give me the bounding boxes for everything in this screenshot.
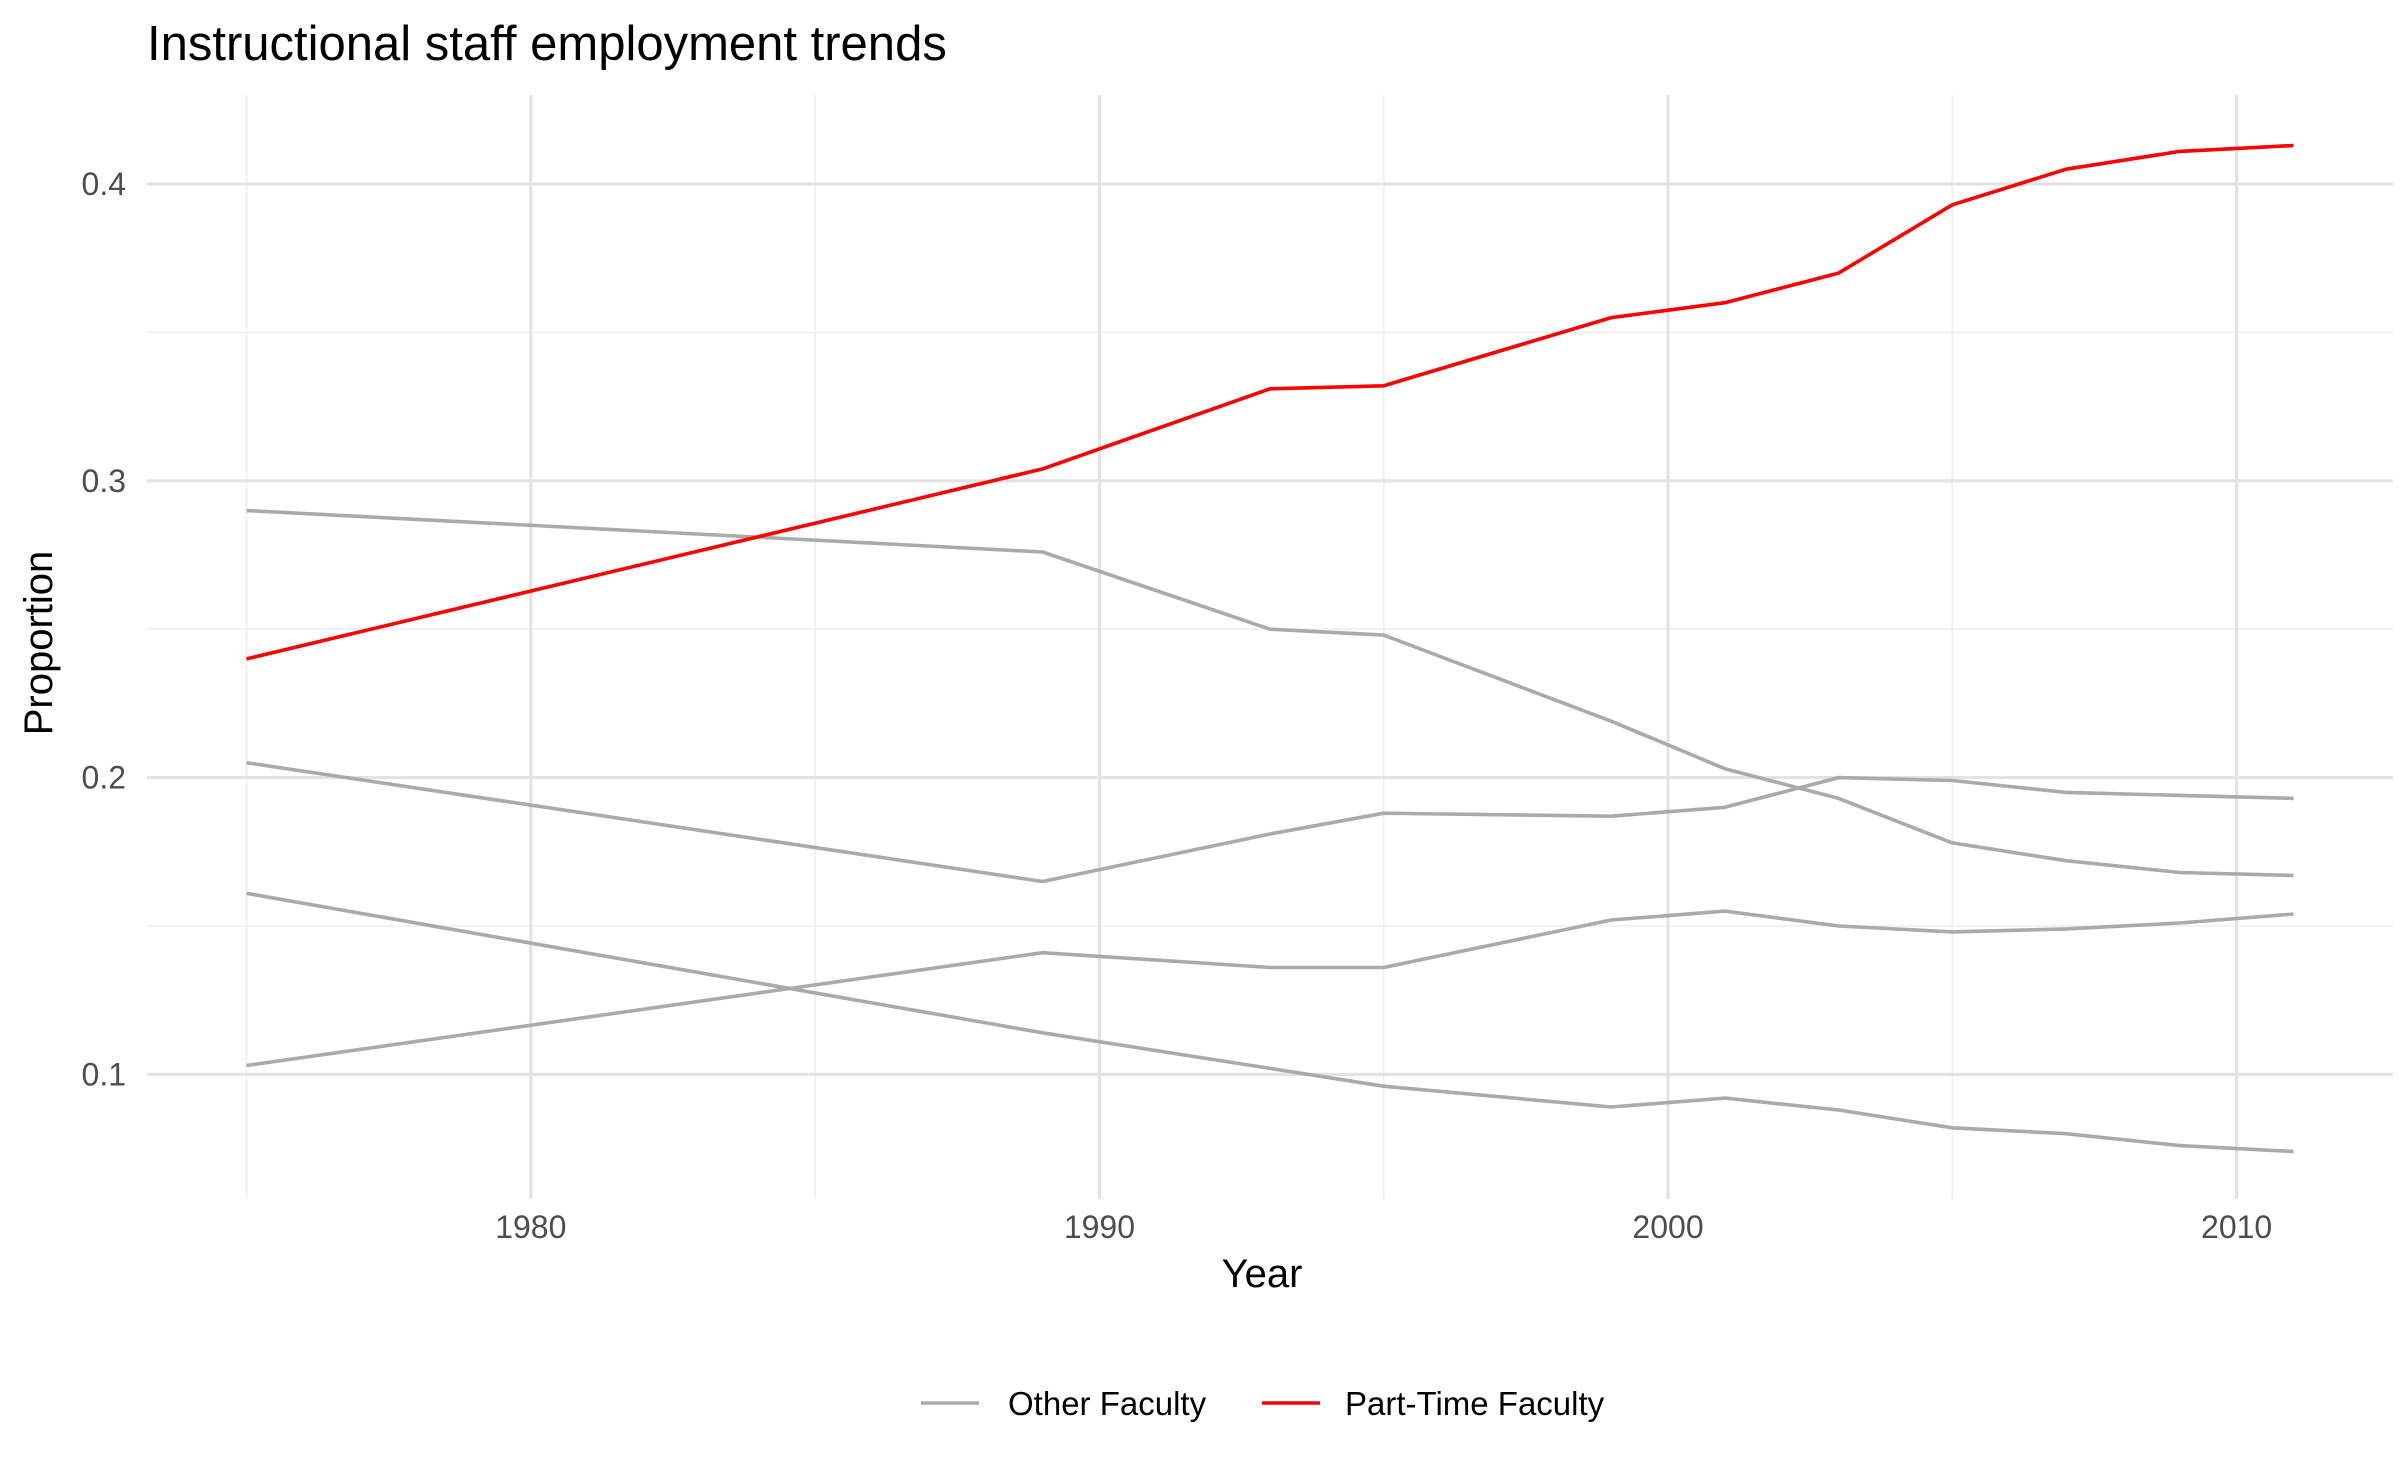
- series-line-other-faculty-3: [246, 891, 2294, 1154]
- y-tick-label: 0.3: [82, 463, 126, 499]
- x-axis-title: Year: [1222, 1252, 1303, 1296]
- y-tick-label: 0.4: [82, 166, 126, 202]
- legend: Other Faculty Part-Time Faculty: [921, 1385, 1605, 1422]
- x-axis-tick-labels: 1980 1990 2000 2010: [495, 1209, 2272, 1245]
- series-line-other-faculty-1: [246, 508, 2294, 878]
- x-tick-label: 2010: [2201, 1209, 2272, 1245]
- x-tick-label: 1980: [495, 1209, 566, 1245]
- x-tick-label: 2000: [1632, 1209, 1703, 1245]
- y-axis-tick-labels: 0.1 0.2 0.3 0.4: [82, 166, 126, 1092]
- series-line-other-faculty-2: [246, 760, 2294, 884]
- legend-label-other-faculty: Other Faculty: [1008, 1385, 1207, 1422]
- legend-label-part-time-faculty: Part-Time Faculty: [1345, 1385, 1605, 1422]
- y-tick-label: 0.2: [82, 760, 126, 796]
- series-line-other-faculty-4: [246, 909, 2294, 1068]
- y-tick-label: 0.1: [82, 1056, 126, 1092]
- series-lines: [246, 143, 2294, 1154]
- y-axis-title: Proportion: [17, 551, 61, 736]
- x-tick-label: 1990: [1064, 1209, 1135, 1245]
- series-line-part-time-faculty: [246, 143, 2294, 661]
- chart-title: Instructional staff employment trends: [147, 17, 947, 71]
